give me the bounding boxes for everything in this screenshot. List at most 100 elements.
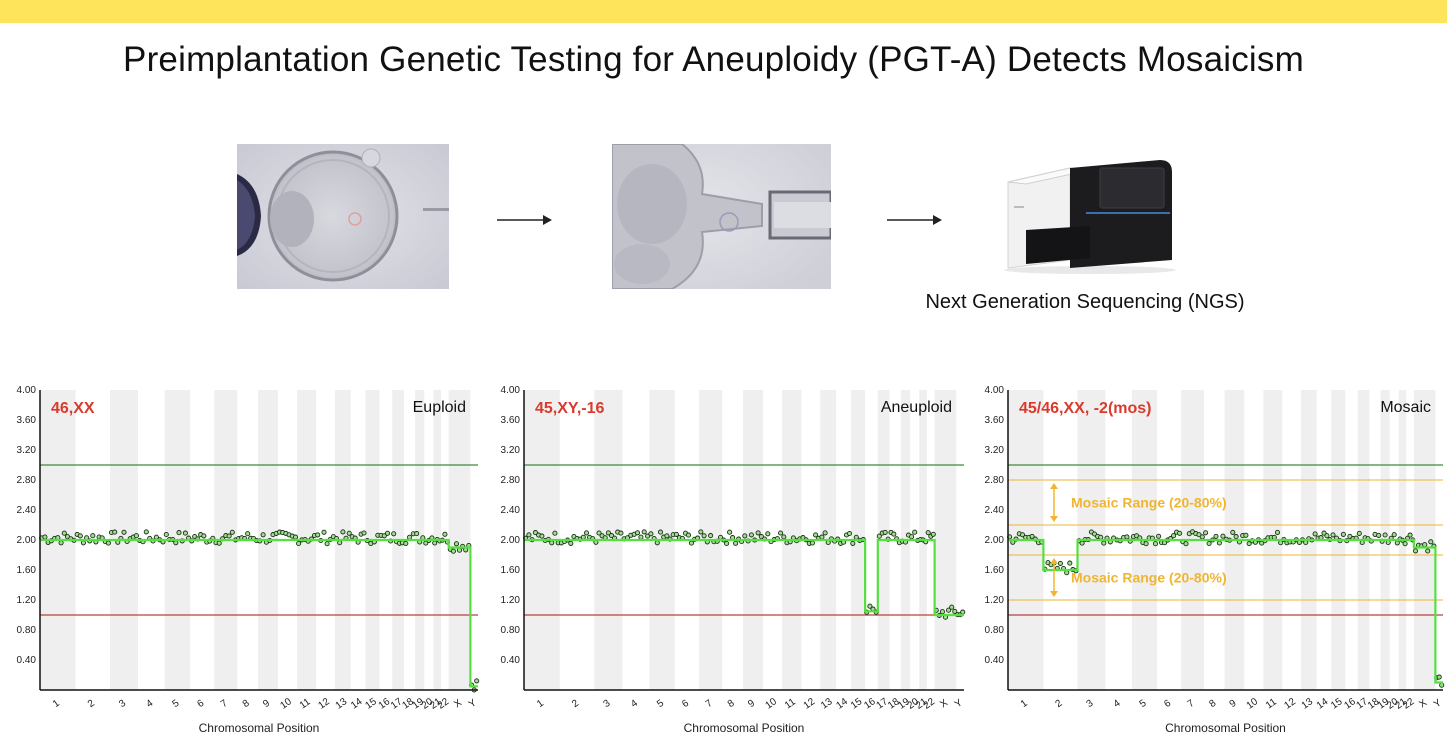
classification-label: Mosaic: [1380, 399, 1431, 416]
y-tick-label: 2.40: [501, 505, 521, 516]
x-tick-label: 1: [535, 698, 546, 710]
data-point: [1156, 533, 1162, 539]
data-point: [813, 532, 819, 538]
data-point: [226, 533, 232, 539]
x-tick-label: 8: [241, 698, 252, 710]
y-tick-label: 4.00: [501, 385, 521, 396]
data-point: [414, 531, 420, 537]
data-point: [939, 609, 945, 615]
y-tick-label: 4.00: [17, 385, 37, 396]
x-tick-label: 3: [602, 698, 613, 710]
data-point: [229, 529, 235, 535]
data-point: [778, 530, 784, 536]
data-point: [105, 540, 111, 546]
y-tick-label: 1.20: [17, 595, 37, 606]
classification-label: Euploid: [413, 399, 466, 416]
data-point: [1324, 533, 1330, 539]
x-tick-label: 2: [570, 698, 581, 710]
data-point: [748, 532, 754, 538]
data-point: [925, 530, 931, 536]
data-point: [727, 529, 733, 535]
x-axis-label: Chromosomal Position: [1165, 721, 1286, 735]
data-point: [708, 533, 714, 539]
data-point: [876, 533, 882, 539]
data-point: [1199, 534, 1205, 540]
data-point: [1439, 682, 1445, 688]
x-tick-label: 7: [1186, 698, 1197, 710]
y-tick-label: 4.00: [985, 385, 1005, 396]
right-arrow-icon: [497, 215, 552, 225]
data-point: [406, 534, 413, 540]
data-point: [1246, 541, 1252, 547]
data-point: [638, 534, 644, 540]
data-point: [346, 530, 352, 536]
x-tick-label: Y: [1432, 697, 1444, 710]
data-point: [1152, 541, 1159, 547]
data-point: [580, 534, 586, 540]
y-tick-label: 0.80: [501, 625, 521, 636]
data-point: [173, 540, 179, 546]
x-tick-label: 6: [1162, 698, 1173, 710]
data-point: [340, 529, 346, 535]
x-tick-label: 9: [261, 698, 272, 710]
cnv-chart-mosaic: 4.00 3.60 3.20 2.80 2.40 2.00 1.60 1.20 0.80 0.40…: [968, 380, 1447, 745]
data-point: [618, 530, 624, 536]
y-tick-label: 1.60: [501, 565, 521, 576]
data-point: [1216, 540, 1222, 546]
data-point: [688, 540, 695, 546]
data-point: [526, 532, 532, 538]
data-point: [1243, 532, 1249, 538]
data-point: [1203, 530, 1209, 536]
data-point: [532, 530, 538, 536]
data-point: [552, 530, 558, 536]
x-tick-label: 10: [278, 696, 294, 712]
data-point: [1422, 542, 1428, 548]
y-tick-label: 2.80: [501, 475, 521, 486]
data-point: [850, 540, 856, 546]
data-point: [361, 530, 367, 536]
data-point: [1274, 529, 1281, 535]
y-tick-label: 2.80: [17, 475, 37, 486]
x-tick-label: 2: [86, 698, 97, 710]
x-tick-label: 2: [1054, 698, 1065, 710]
data-point: [1394, 540, 1400, 546]
data-point: [819, 534, 825, 540]
data-point: [930, 531, 936, 537]
data-point: [1428, 539, 1434, 545]
x-tick-label: X: [1417, 697, 1429, 710]
data-point: [121, 529, 127, 535]
data-point: [568, 540, 574, 546]
data-point: [61, 530, 67, 536]
data-point: [867, 603, 873, 609]
x-tick-label: 7: [704, 698, 715, 710]
data-point: [960, 609, 966, 615]
cnv-chart-euploid: 4.00 3.60 3.20 2.80 2.40 2.00 1.60 1.20 0.80 0.40…: [0, 380, 482, 745]
data-point: [442, 531, 448, 537]
chromosome-band: [448, 390, 471, 690]
data-point: [403, 540, 409, 547]
x-tick-label: X: [452, 697, 464, 710]
data-point: [337, 540, 343, 546]
data-point: [1233, 534, 1239, 540]
data-point: [1271, 534, 1277, 540]
data-point: [42, 534, 48, 540]
y-tick-label: 3.60: [501, 415, 521, 426]
data-point: [1213, 533, 1219, 539]
karyotype-label: 45,XY,-16: [535, 400, 604, 417]
data-point: [1412, 548, 1419, 554]
data-point: [260, 532, 266, 538]
cnv-chart-aneuploid: 4.00 3.60 3.20 2.80 2.40 2.00 1.60 1.20 0.80 0.40…: [484, 380, 968, 745]
y-tick-label: 1.60: [985, 565, 1005, 576]
data-point: [1143, 541, 1149, 547]
data-point: [80, 540, 86, 546]
data-point: [324, 541, 330, 547]
page-title: Preimplantation Genetic Testing for Aneu…: [123, 40, 1304, 79]
data-point: [596, 530, 602, 536]
data-point: [143, 529, 149, 535]
copy-number-segment-line: [40, 538, 478, 688]
data-point: [724, 540, 730, 547]
data-point: [381, 533, 387, 539]
data-point: [1382, 532, 1388, 538]
y-tick-label: 2.00: [501, 535, 521, 546]
x-tick-label: 11: [783, 696, 798, 711]
